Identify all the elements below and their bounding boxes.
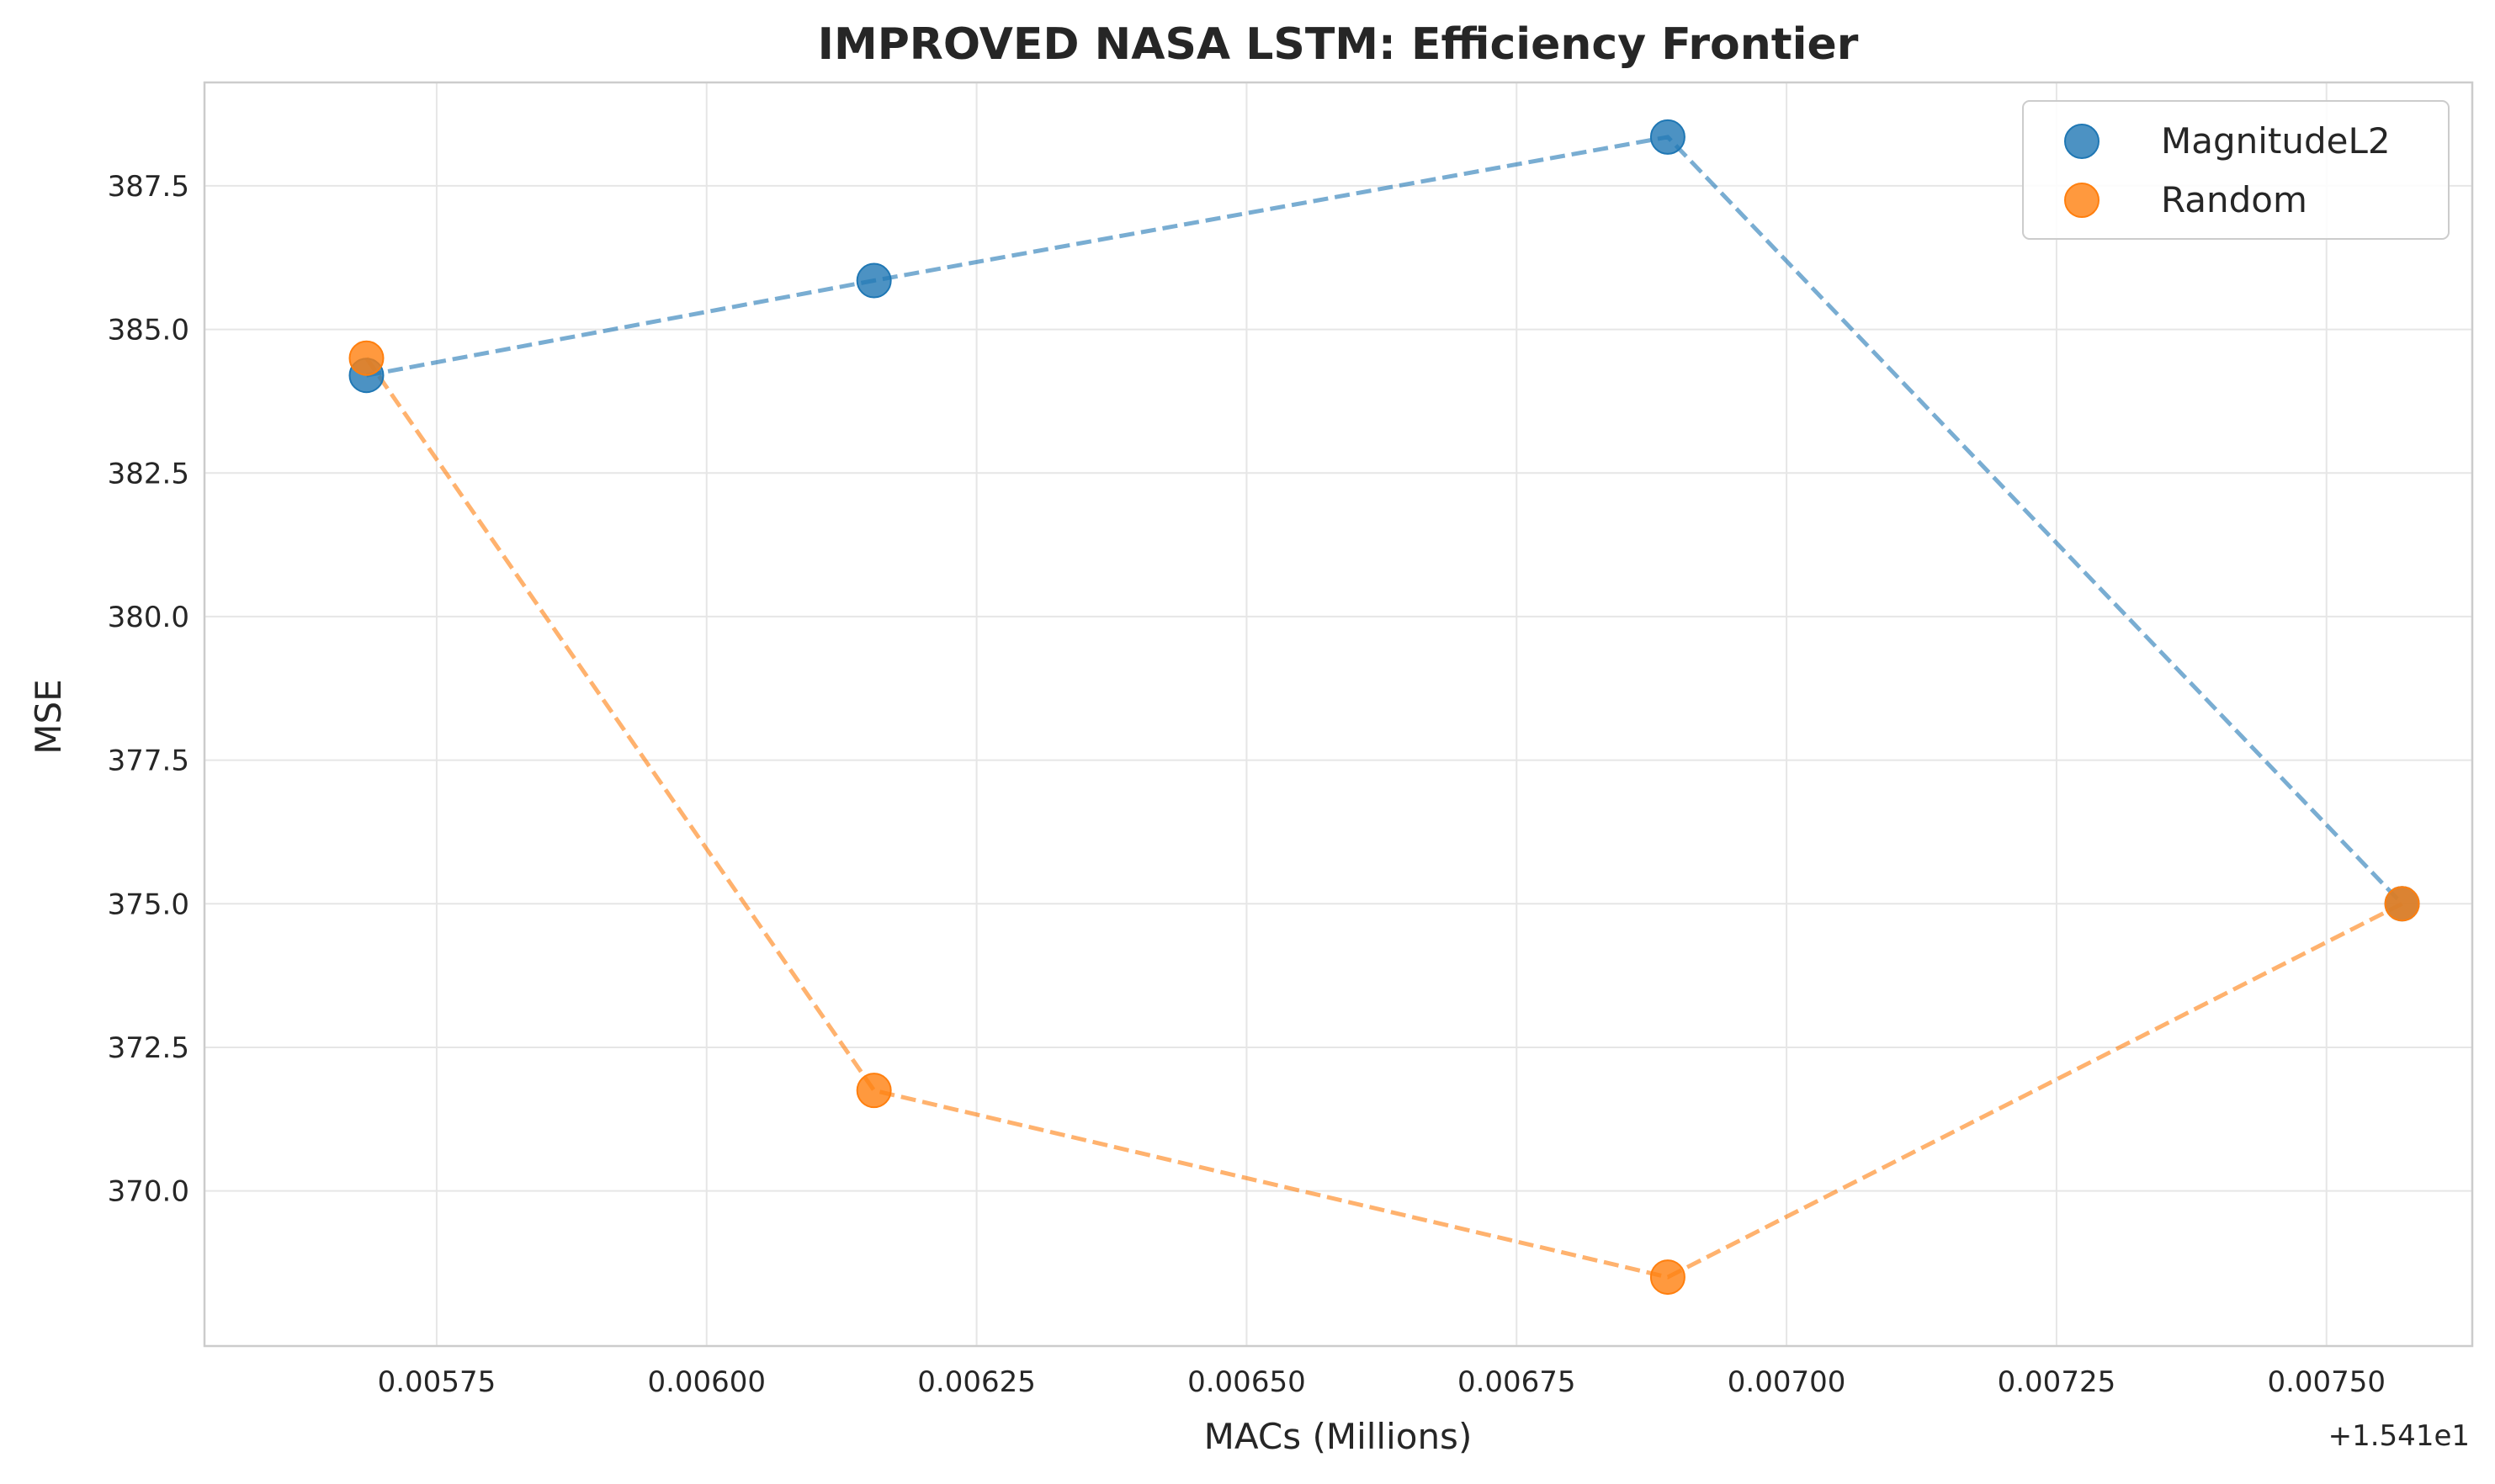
legend-marker-magnitudel2 — [2064, 124, 2100, 159]
y-tick-label: 387.5 — [108, 170, 189, 204]
y-tick-label: 372.5 — [108, 1031, 189, 1065]
x-tick-label: 0.00650 — [1187, 1365, 1306, 1399]
series-line-random — [364, 357, 2403, 1280]
data-point-magnitudel2 — [1649, 119, 1685, 155]
data-point-random — [856, 1073, 892, 1109]
legend-marker-random — [2064, 183, 2100, 218]
y-tick-label: 385.0 — [108, 314, 189, 347]
data-point-random — [2384, 886, 2420, 922]
y-tick-label: 377.5 — [108, 745, 189, 778]
grid — [204, 82, 2472, 1346]
x-tick-label: 0.00575 — [378, 1365, 496, 1399]
series-lines — [364, 135, 2404, 1280]
x-axis-ticks: 0.00575 0.00600 0.00625 0.00650 0.00675 0.007… — [378, 1365, 2386, 1399]
legend-label-magnitudel2: MagnitudeL2 — [2161, 120, 2391, 162]
x-axis-offset-label: +1.541e1 — [2328, 1419, 2470, 1453]
x-tick-label: 0.00700 — [1728, 1365, 1846, 1399]
x-tick-label: 0.00625 — [917, 1365, 1036, 1399]
x-tick-label: 0.00725 — [1998, 1365, 2116, 1399]
plot-frame — [203, 81, 2474, 1348]
data-point-random — [1649, 1259, 1685, 1296]
x-tick-label: 0.00750 — [2267, 1365, 2386, 1399]
x-tick-label: 0.00675 — [1457, 1365, 1576, 1399]
y-axis-label: MSE — [28, 679, 69, 754]
data-point-magnitudel2 — [856, 262, 892, 299]
legend-label-random: Random — [2161, 179, 2307, 220]
chart-title: IMPROVED NASA LSTM: Efficiency Frontier — [818, 19, 1859, 70]
y-axis-ticks: 370.0 372.5 375.0 377.5 380.0 382.5 385.0 387.5 — [108, 170, 189, 1209]
x-tick-label: 0.00600 — [647, 1365, 766, 1399]
series-line-magnitudel2 — [366, 135, 2404, 906]
legend-box — [2022, 100, 2450, 240]
y-tick-label: 380.0 — [108, 601, 189, 634]
data-point-random — [348, 340, 385, 376]
legend: MagnitudeL2 Random — [2022, 100, 2450, 240]
series-points — [348, 119, 2420, 1296]
y-tick-label: 370.0 — [108, 1175, 189, 1209]
y-tick-label: 382.5 — [108, 457, 189, 490]
y-tick-label: 375.0 — [108, 888, 189, 921]
x-axis-label: MACs (Millions) — [1204, 1416, 1473, 1457]
